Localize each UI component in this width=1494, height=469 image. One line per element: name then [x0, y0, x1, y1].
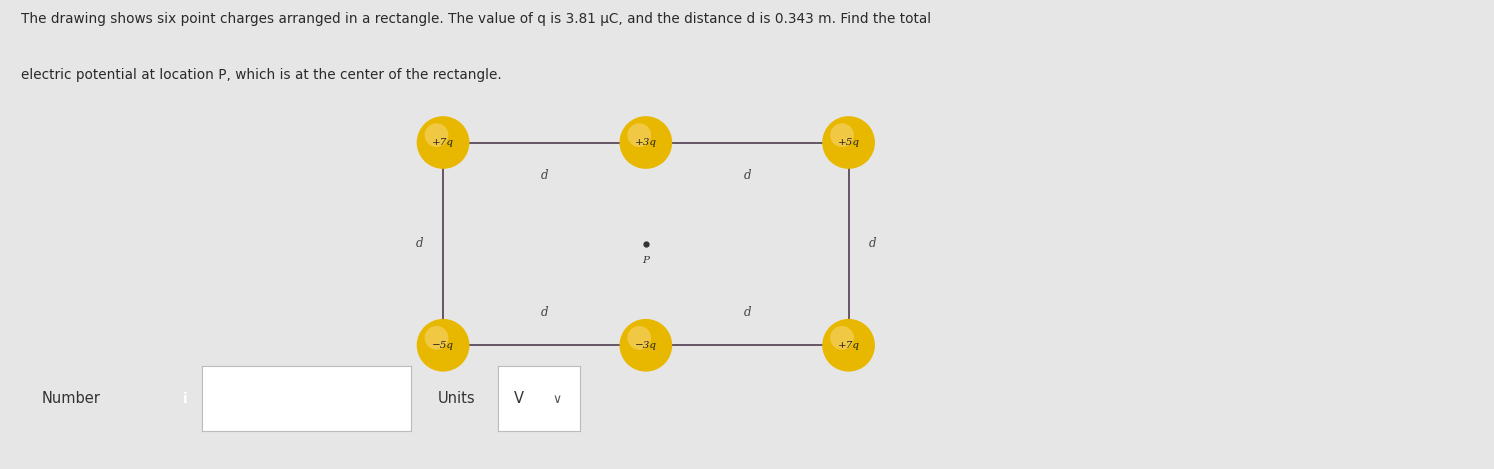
Text: Units: Units	[438, 391, 475, 406]
Text: d: d	[541, 306, 548, 319]
Circle shape	[424, 123, 448, 147]
Circle shape	[424, 326, 448, 350]
Text: −3q: −3q	[635, 341, 657, 350]
Text: d: d	[870, 237, 877, 250]
Text: d: d	[744, 306, 751, 319]
Circle shape	[620, 319, 672, 371]
Text: −5q: −5q	[432, 341, 454, 350]
Text: +3q: +3q	[635, 138, 657, 147]
Text: d: d	[744, 169, 751, 182]
Circle shape	[822, 116, 875, 169]
Text: P: P	[642, 256, 650, 265]
Text: +5q: +5q	[838, 138, 859, 147]
Circle shape	[417, 116, 469, 169]
Text: +7q: +7q	[432, 138, 454, 147]
Text: electric potential at location P, which is at the center of the rectangle.: electric potential at location P, which …	[21, 68, 502, 82]
Circle shape	[620, 116, 672, 169]
Text: i: i	[182, 392, 188, 406]
Text: V: V	[514, 391, 524, 406]
Text: The drawing shows six point charges arranged in a rectangle. The value of q is 3: The drawing shows six point charges arra…	[21, 12, 931, 26]
Circle shape	[831, 326, 855, 350]
Text: d: d	[415, 237, 423, 250]
Text: +7q: +7q	[838, 341, 859, 350]
Text: Number: Number	[42, 391, 100, 406]
Circle shape	[831, 123, 855, 147]
Circle shape	[822, 319, 875, 371]
Circle shape	[627, 326, 651, 350]
Circle shape	[627, 123, 651, 147]
Text: ∨: ∨	[553, 393, 562, 407]
Circle shape	[417, 319, 469, 371]
Text: d: d	[541, 169, 548, 182]
